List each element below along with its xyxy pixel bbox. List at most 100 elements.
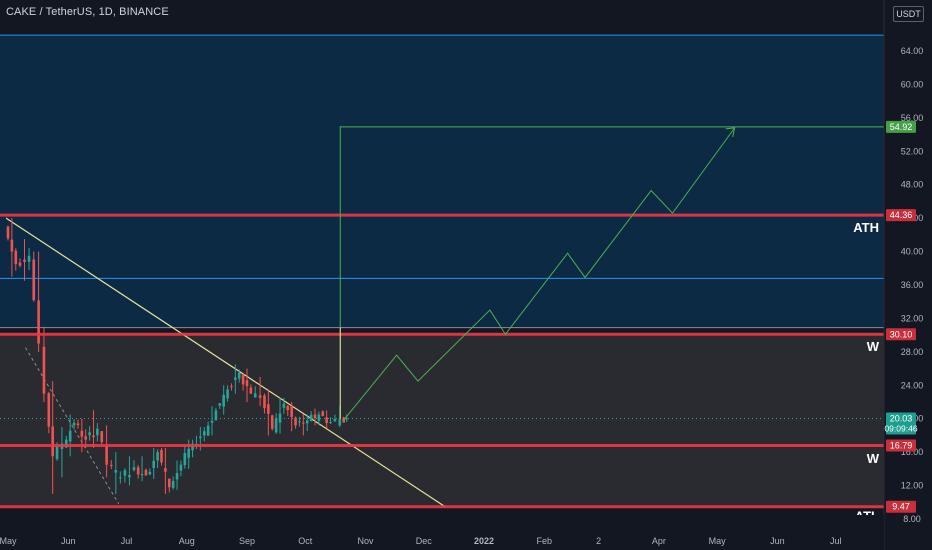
candle-body — [6, 226, 10, 239]
candle-body — [294, 417, 297, 426]
price-label-box — [886, 209, 916, 222]
candle-body — [76, 423, 80, 426]
candle-body — [179, 464, 183, 471]
candle-body — [128, 475, 131, 478]
candle-body — [187, 448, 190, 458]
candle-body — [42, 346, 46, 394]
candle-body — [123, 470, 127, 476]
candle-body — [183, 453, 187, 466]
zone-label: W — [867, 339, 880, 354]
time-tick-label: Jun — [61, 536, 76, 546]
price-tick-label: 24.00 — [901, 380, 924, 390]
price-label-box — [886, 328, 916, 341]
candle-body — [132, 467, 136, 471]
candle-body — [199, 436, 202, 439]
candle-body — [80, 430, 84, 437]
current-price-label: 20.03 — [890, 413, 913, 423]
candle-body — [171, 480, 175, 488]
candle-body — [226, 389, 229, 399]
candle-body — [160, 449, 163, 463]
candle-body — [51, 426, 54, 457]
candle-body — [84, 436, 88, 440]
candle-body — [148, 471, 152, 475]
candle-body — [156, 452, 159, 461]
candle-body — [333, 418, 337, 422]
time-tick-label: 2022 — [474, 536, 494, 546]
price-tick-label: 40.00 — [901, 247, 924, 257]
candle-body — [338, 418, 342, 426]
candle-body — [152, 460, 156, 468]
candle-body — [214, 410, 218, 421]
price-tick-label: 16.00 — [901, 447, 924, 457]
currency-selector[interactable]: USDT — [893, 6, 924, 22]
price-label-box — [886, 500, 916, 513]
candle-body — [305, 420, 309, 424]
price-tick-label: 48.00 — [901, 180, 924, 190]
zone-label: ATH — [853, 220, 879, 235]
time-tick-label: Feb — [537, 536, 553, 546]
candle-body — [114, 470, 118, 473]
price-tick-label: 60.00 — [901, 79, 924, 89]
candle-body — [290, 406, 293, 418]
candle-body — [263, 395, 266, 409]
candle-body — [140, 474, 144, 476]
price-tick-label: 64.00 — [901, 46, 924, 56]
candle-body — [267, 404, 270, 414]
candle-body — [191, 443, 194, 451]
candle-body — [100, 431, 104, 443]
candle-body — [342, 417, 345, 423]
candle-body — [274, 418, 278, 433]
descending-trendline — [5, 217, 446, 508]
candle-body — [234, 377, 237, 380]
price-tick-label: 28.00 — [901, 347, 924, 357]
candle-body — [136, 467, 140, 475]
candle-body — [258, 395, 262, 398]
target-bracket-green — [339, 126, 895, 419]
candle-body — [37, 300, 40, 344]
candle-body — [47, 393, 51, 427]
candle-body — [164, 468, 167, 472]
price-label-box — [886, 439, 916, 452]
candle-body — [92, 435, 95, 438]
candle-body — [222, 394, 225, 407]
candle-body — [23, 259, 26, 262]
price-tick-label: 52.00 — [901, 146, 924, 156]
candle-body — [202, 431, 206, 436]
candle-body — [64, 439, 68, 448]
range-zone-box — [0, 334, 884, 507]
candle-body — [237, 372, 241, 379]
candle-body — [88, 432, 91, 436]
time-tick-label: Aug — [179, 536, 195, 546]
candle-body — [286, 405, 290, 411]
candle-body — [309, 414, 313, 421]
candle-body — [18, 262, 22, 266]
dashed-guide-line — [25, 347, 120, 505]
time-tick-label: Dec — [416, 536, 433, 546]
time-tick-label: May — [709, 536, 727, 546]
time-tick-label: Apr — [652, 536, 666, 546]
time-tick-label: Jul — [121, 536, 133, 546]
price-label: 16.79 — [890, 441, 913, 451]
candle-body — [253, 393, 257, 398]
target-price-label: 54.92 — [890, 122, 913, 132]
candle-body — [325, 417, 328, 423]
price-tick-label: 56.00 — [901, 113, 924, 123]
candle-body — [119, 477, 122, 479]
current-price-label-box — [886, 412, 916, 435]
time-axis-background — [0, 515, 884, 550]
candle-body — [96, 428, 99, 436]
candle-body — [245, 380, 249, 387]
time-tick-label: Nov — [358, 536, 375, 546]
price-tick-label: 8.00 — [903, 514, 921, 524]
candle-body — [270, 415, 274, 429]
candle-body — [144, 469, 148, 476]
time-tick-label: 2 — [596, 536, 601, 546]
candle-body — [249, 387, 253, 394]
projection-path — [343, 127, 736, 420]
candle-body — [218, 403, 222, 406]
candle-body — [167, 478, 171, 488]
candle-body — [10, 239, 14, 252]
candle-body — [14, 250, 18, 265]
